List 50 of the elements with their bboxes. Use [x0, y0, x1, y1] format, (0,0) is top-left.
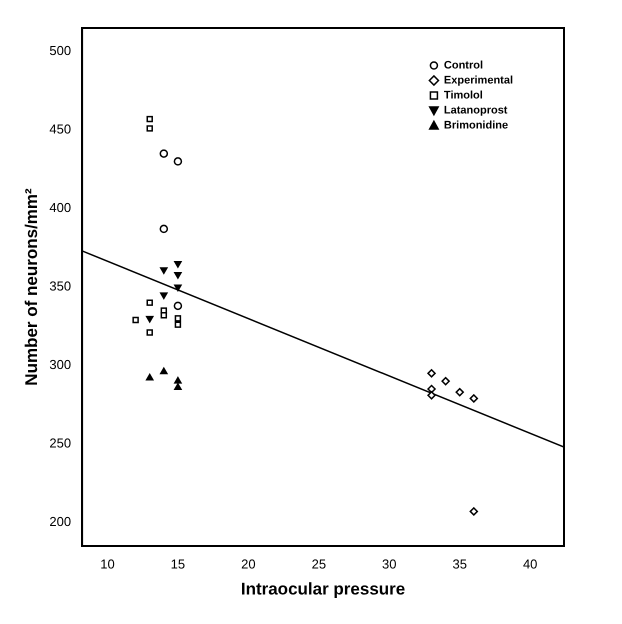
y-tick-label: 350 [49, 278, 72, 294]
y-tick-label: 250 [49, 436, 72, 451]
point [427, 384, 436, 394]
point [470, 507, 478, 516]
point [174, 284, 182, 292]
point [146, 316, 154, 323]
x-tick-label: 40 [522, 556, 538, 572]
point [174, 315, 182, 322]
point [174, 321, 182, 328]
legend-label: Brimonidine [444, 120, 508, 132]
point [160, 224, 168, 234]
point [146, 374, 154, 381]
y-tick-label: 300 [49, 357, 72, 372]
y-tick-label: 200 [49, 514, 72, 530]
point [427, 369, 436, 378]
point [132, 316, 139, 324]
point [174, 376, 182, 384]
point [441, 376, 450, 386]
point [427, 391, 436, 400]
point [174, 272, 182, 279]
point [470, 394, 478, 403]
point [174, 260, 182, 268]
point [160, 312, 168, 318]
legend-label: Experimental [444, 74, 514, 87]
y-tick-label: 450 [49, 122, 72, 137]
x-tick-label: 35 [452, 556, 467, 572]
point [146, 299, 153, 306]
x-tick-label: 15 [170, 556, 186, 572]
point [160, 292, 168, 300]
point [146, 116, 153, 122]
x-tick-label: 30 [382, 556, 397, 572]
point [160, 267, 168, 274]
point [160, 368, 168, 374]
x-tick-label: 10 [100, 556, 115, 572]
legend-label: Timolol [444, 90, 483, 102]
y-tick-label: 400 [49, 200, 72, 216]
y-axis-title: Number of neurons/mm² [22, 188, 41, 386]
y-tick-label: 500 [49, 43, 72, 58]
point [174, 157, 182, 166]
point [160, 149, 168, 158]
x-tick-label: 25 [312, 556, 326, 572]
point [174, 302, 182, 310]
point [146, 329, 153, 336]
legend-label: Control [444, 60, 484, 72]
point [174, 383, 182, 390]
legend-label: Latanoprost [444, 104, 508, 117]
point [455, 388, 464, 396]
point [146, 125, 153, 132]
x-tick-label: 20 [241, 556, 256, 572]
x-axis-title: Intraocular pressure [240, 579, 406, 598]
